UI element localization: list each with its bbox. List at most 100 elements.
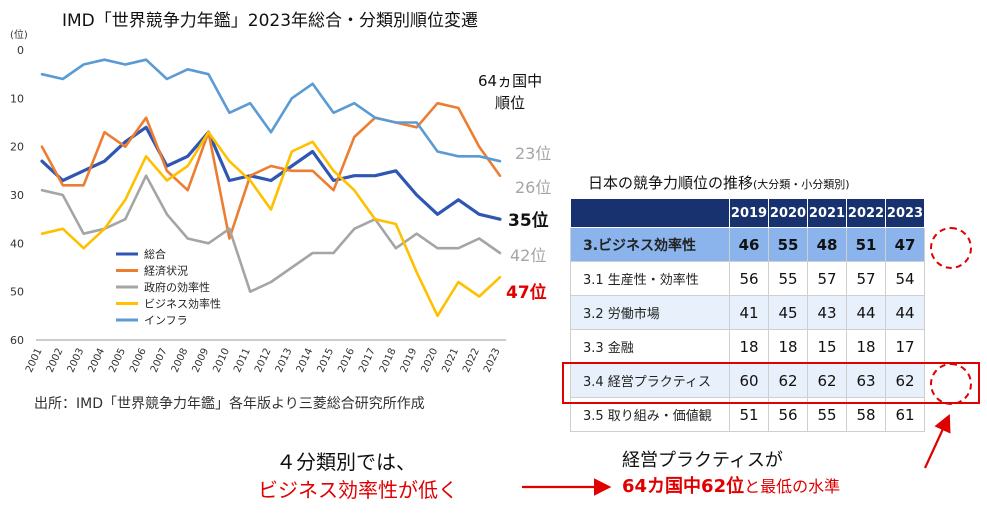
series-layer [40, 58, 502, 318]
series-line [40, 58, 502, 163]
rank-cell: 55 [768, 227, 808, 262]
countries-note-line2: 順位 [495, 94, 526, 112]
end-label-business: 47位 [506, 283, 547, 303]
legend-label: 総合 [144, 247, 166, 261]
rank-cell: 57 [846, 261, 886, 296]
source-note: 出所：IMD「世界競争力年鑑」各年版より三菱総合研究所作成 [34, 396, 425, 412]
annotation-right-line2: 64カ国中62位と最低の水準 [622, 474, 840, 500]
chart-title: IMD「世界競争力年鑑」2023年総合・分類別順位変遷 [62, 11, 479, 31]
rank-cell: 41 [729, 295, 769, 330]
x-tick-label: 2006 [128, 347, 149, 375]
rank-cell: 44 [885, 295, 925, 330]
rank-cell: 18 [768, 329, 808, 364]
row-label: 3.4 経営プラクティス [570, 363, 730, 398]
table-row: 3.1 生産性・効率性 56 55 57 57 54 [570, 261, 925, 296]
table-header-year: 2022 [846, 198, 886, 228]
table-title-main: 日本の競争力順位の推移 [588, 174, 754, 192]
annotation-left-line1: ４分類別では、 [276, 450, 416, 474]
row-label: 3.3 金融 [570, 329, 730, 364]
end-label-government: 42位 [510, 246, 547, 265]
rank-cell: 45 [768, 295, 808, 330]
x-tick-label: 2001 [24, 347, 45, 375]
highlight-circle-2023-business [930, 227, 972, 269]
x-tick-label: 2012 [253, 347, 274, 375]
x-tick-label: 2002 [45, 347, 66, 375]
x-tick-label: 2014 [295, 347, 316, 375]
rank-cell: 62 [885, 363, 925, 398]
table-row: 3.3 金融 18 18 15 18 17 [570, 329, 925, 364]
table-row: 3.4 経営プラクティス 60 62 62 63 62 [570, 363, 925, 398]
table-row: 3.ビジネス効率性 46 55 48 51 47 [570, 227, 925, 262]
legend-label: 経済状況 [144, 264, 188, 278]
rank-cell: 60 [729, 363, 769, 398]
end-label-overall: 35位 [508, 211, 549, 231]
annotation-left: ４分類別では、 ビジネス効率性が低く [258, 448, 458, 504]
annotation-right: 経営プラクティスが 64カ国中62位と最低の水準 [622, 448, 840, 500]
y-tick-label: 60 [10, 334, 24, 347]
annotation-right-rank: 64カ国中62位 [622, 476, 745, 497]
y-tick-label: 40 [10, 237, 24, 250]
ranking-table: 2019 2020 2021 2022 2023 3.ビジネス効率性 46 55… [570, 198, 925, 432]
rank-cell: 51 [846, 227, 886, 262]
x-tick-label: 2017 [357, 347, 378, 375]
table-header-year: 2023 [885, 198, 925, 228]
y-tick-label: 30 [10, 189, 24, 202]
legend-label: インフラ [144, 314, 188, 327]
table-header-blank [570, 198, 730, 228]
rank-cell: 57 [807, 261, 847, 296]
row-label: 3.1 生産性・効率性 [570, 261, 730, 296]
rank-cell: 62 [807, 363, 847, 398]
table-header-year: 2020 [768, 198, 808, 228]
x-tick-label: 2007 [149, 347, 170, 375]
annotation-right-suffix: と最低の水準 [744, 477, 841, 496]
series-line [40, 130, 502, 318]
x-tick-label: 2022 [461, 347, 482, 375]
x-tick-label: 2005 [107, 347, 128, 375]
x-tick-label: 2019 [399, 347, 420, 375]
series-line [40, 101, 502, 240]
y-tick-label: 50 [10, 286, 24, 299]
x-tick-label: 2003 [66, 347, 87, 375]
x-tick-label: 2021 [440, 347, 461, 375]
series-line [40, 125, 502, 221]
rank-cell: 46 [729, 227, 769, 262]
x-tick-label: 2011 [232, 347, 253, 375]
x-tick-label: 2008 [170, 347, 191, 375]
countries-note-line1: 64ヵ国中 [478, 72, 543, 90]
end-label-economy: 26位 [515, 178, 552, 197]
rank-cell: 62 [768, 363, 808, 398]
x-tick-label: 2015 [315, 347, 336, 375]
row-label: 3.ビジネス効率性 [570, 227, 730, 262]
x-tick-label: 2013 [274, 347, 295, 375]
table-header-year: 2021 [807, 198, 847, 228]
legend-label: 政府の効率性 [144, 280, 210, 294]
rank-cell: 55 [768, 261, 808, 296]
rank-cell: 56 [729, 261, 769, 296]
y-unit-label: (位) [10, 28, 28, 41]
highlight-row-box [562, 362, 980, 404]
series-line [40, 174, 502, 294]
annotation-right-line1: 経営プラクティスが [622, 450, 783, 471]
x-tick-label: 2004 [86, 347, 107, 375]
y-tick-label: 0 [17, 44, 24, 57]
rank-cell: 18 [846, 329, 886, 364]
table-header-row: 2019 2020 2021 2022 2023 [570, 198, 925, 228]
countries-note: 64ヵ国中 順位 [478, 70, 542, 114]
x-tick-label: 2023 [482, 347, 503, 375]
annotation-left-line2: ビジネス効率性が低く [258, 478, 458, 502]
table-header-year: 2019 [729, 198, 769, 228]
table-title-sub: (大分類・小分類別) [753, 178, 850, 191]
arrow-to-table-cell [924, 414, 951, 469]
x-tick-label: 2009 [191, 347, 212, 375]
x-tick-label: 2020 [420, 347, 441, 375]
rank-cell: 43 [807, 295, 847, 330]
rank-cell: 17 [885, 329, 925, 364]
table-row: 3.5 取り組み・価値観 51 56 55 58 61 [570, 397, 925, 432]
x-tick-label: 2018 [378, 347, 399, 375]
highlight-circle-2023-management [930, 363, 972, 405]
rank-cell: 63 [846, 363, 886, 398]
legend-label: ビジネス効率性 [144, 297, 221, 311]
rank-cell: 47 [885, 227, 925, 262]
rank-cell: 48 [807, 227, 847, 262]
